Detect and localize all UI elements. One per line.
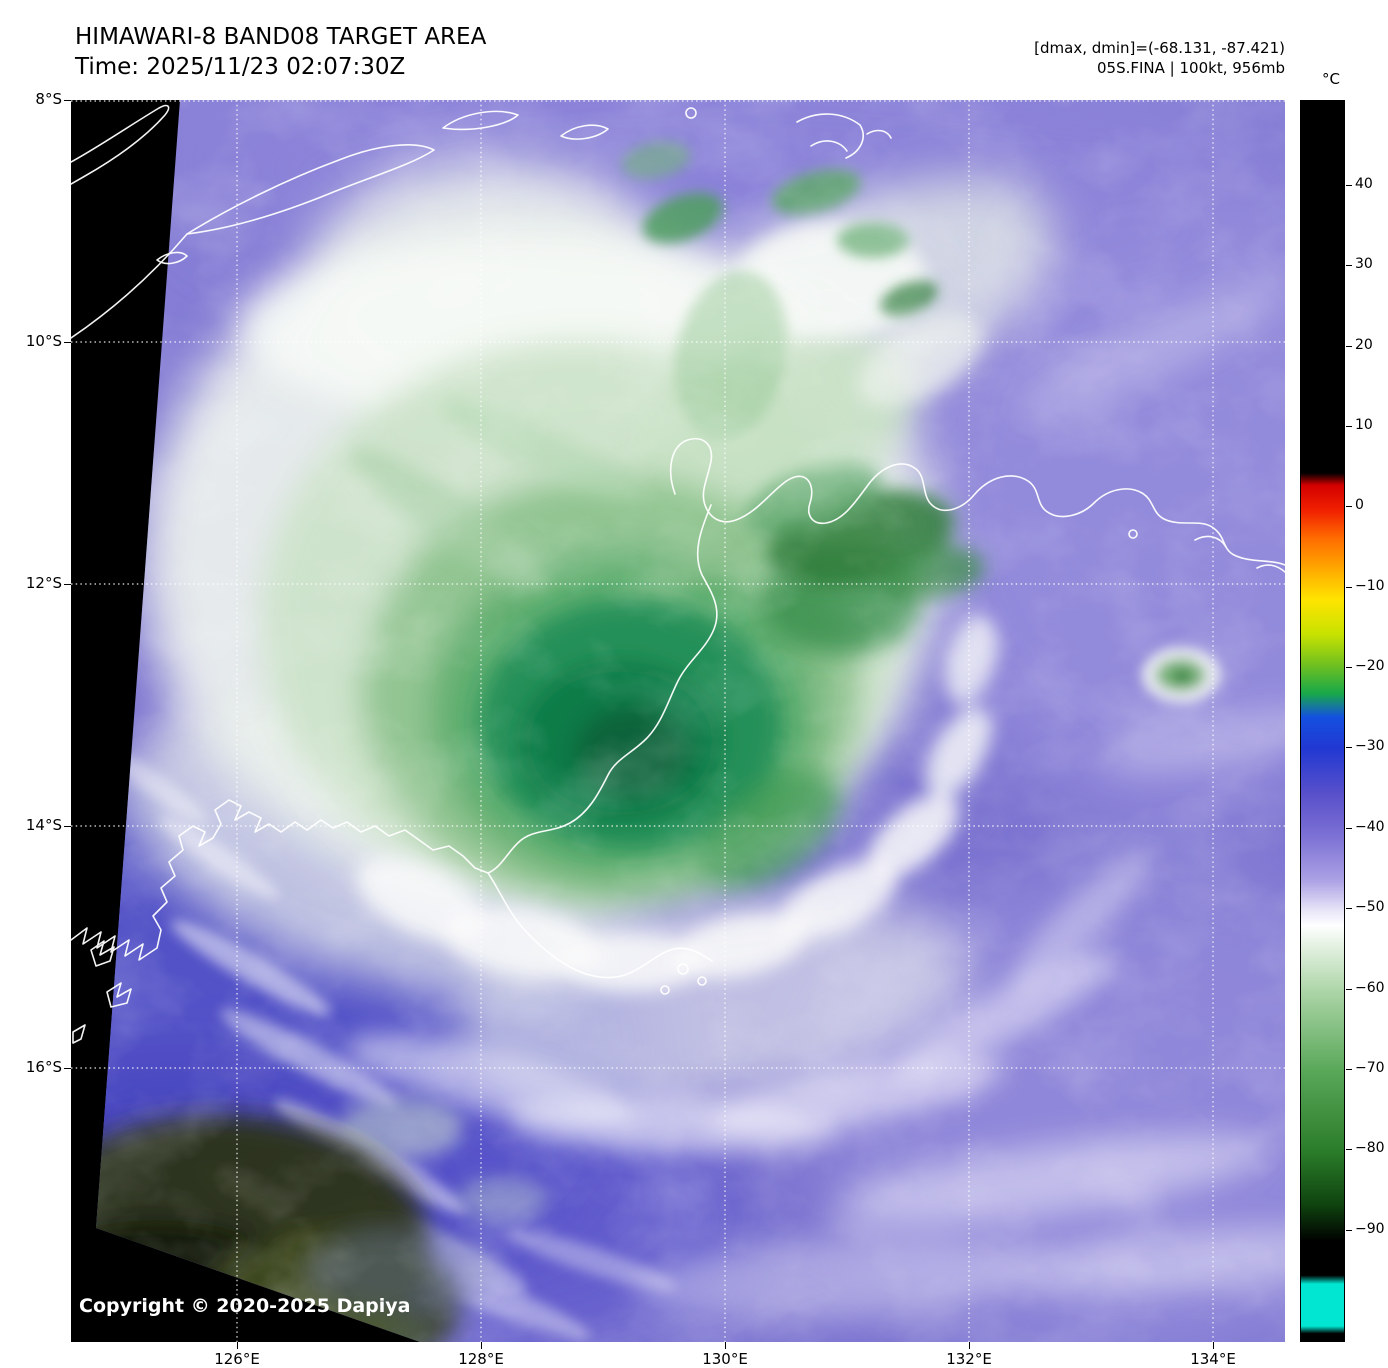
colorbar-tick <box>1346 988 1352 990</box>
colorbar-tick-label: −50 <box>1355 899 1385 916</box>
lon-axis-tick <box>237 1342 238 1349</box>
lon-label: 130°E <box>702 1350 748 1368</box>
lat-axis-tick <box>64 1068 71 1069</box>
colorbar-tick <box>1346 747 1352 749</box>
lat-axis-tick <box>64 826 71 827</box>
colorbar-gradient <box>1301 101 1344 1341</box>
colorbar-tick <box>1346 1149 1352 1151</box>
colorbar-unit: °C <box>1322 70 1340 88</box>
lat-label: 14°S <box>25 816 62 834</box>
colorbar-tick-label: 20 <box>1355 336 1373 353</box>
colorbar-tick-label: −20 <box>1355 658 1385 675</box>
coastline-paths <box>71 104 1285 1044</box>
colorbar-tick-label: −60 <box>1355 979 1385 996</box>
lat-label: 12°S <box>25 574 62 592</box>
colorbar-tick <box>1346 827 1352 829</box>
lat-axis-tick <box>64 584 71 585</box>
colorbar-tick-label: −30 <box>1355 738 1385 755</box>
colorbar-tick-label: 0 <box>1355 497 1364 514</box>
colorbar-tick-label: −70 <box>1355 1059 1385 1076</box>
lon-label: 134°E <box>1190 1350 1236 1368</box>
lat-axis-tick <box>64 100 71 101</box>
title-block: HIMAWARI-8 BAND08 TARGET AREA Time: 2025… <box>75 22 486 82</box>
lat-label: 16°S <box>25 1058 62 1076</box>
colorbar-tick <box>1346 506 1352 508</box>
colorbar-tick <box>1346 908 1352 910</box>
time-label: Time: 2025/11/23 02:07:30Z <box>75 54 406 80</box>
lat-label: 10°S <box>25 332 62 350</box>
header-right: [dmax, dmin]=(-68.131, -87.421) 05S.FINA… <box>1034 38 1285 78</box>
lon-label: 128°E <box>458 1350 504 1368</box>
colorbar-tick <box>1346 1229 1352 1231</box>
colorbar-tick <box>1346 667 1352 669</box>
colorbar-tick-label: −10 <box>1355 577 1385 594</box>
colorbar-tick-label: −80 <box>1355 1140 1385 1157</box>
lon-axis-tick <box>725 1342 726 1349</box>
raster-layers <box>96 100 1285 1342</box>
colorbar <box>1300 100 1345 1342</box>
lat-axis-tick <box>64 342 71 343</box>
lon-label: 126°E <box>214 1350 260 1368</box>
colorbar-tick <box>1346 1068 1352 1070</box>
colorbar-tick <box>1346 426 1352 428</box>
satellite-image-area: Copyright © 2020-2025 Dapiya <box>71 100 1285 1342</box>
colorbar-tick-label: 30 <box>1355 256 1373 273</box>
dmax-dmin-label: [dmax, dmin]=(-68.131, -87.421) <box>1034 39 1285 57</box>
satellite-image: Copyright © 2020-2025 Dapiya <box>71 100 1285 1342</box>
page-title: HIMAWARI-8 BAND08 TARGET AREA <box>75 24 487 50</box>
colorbar-tick-label: 40 <box>1355 176 1373 192</box>
colorbar-tick <box>1346 345 1352 347</box>
lat-label: 8°S <box>35 90 62 108</box>
lon-axis-tick <box>1213 1342 1214 1349</box>
lat-lon-grid <box>71 100 1285 1342</box>
colorbar-tick-label: −40 <box>1355 818 1385 835</box>
lon-axis-tick <box>969 1342 970 1349</box>
lon-label: 132°E <box>946 1350 992 1368</box>
storm-info-label: 05S.FINA | 100kt, 956mb <box>1097 59 1285 77</box>
colorbar-tick <box>1346 265 1352 267</box>
lon-axis-tick <box>481 1342 482 1349</box>
colorbar-tick-label: 10 <box>1355 417 1373 434</box>
copyright-text: Copyright © 2020-2025 Dapiya <box>79 1295 410 1317</box>
colorbar-tick <box>1346 586 1352 588</box>
colorbar-tick-label: −90 <box>1355 1220 1385 1237</box>
colorbar-tick <box>1346 185 1352 186</box>
